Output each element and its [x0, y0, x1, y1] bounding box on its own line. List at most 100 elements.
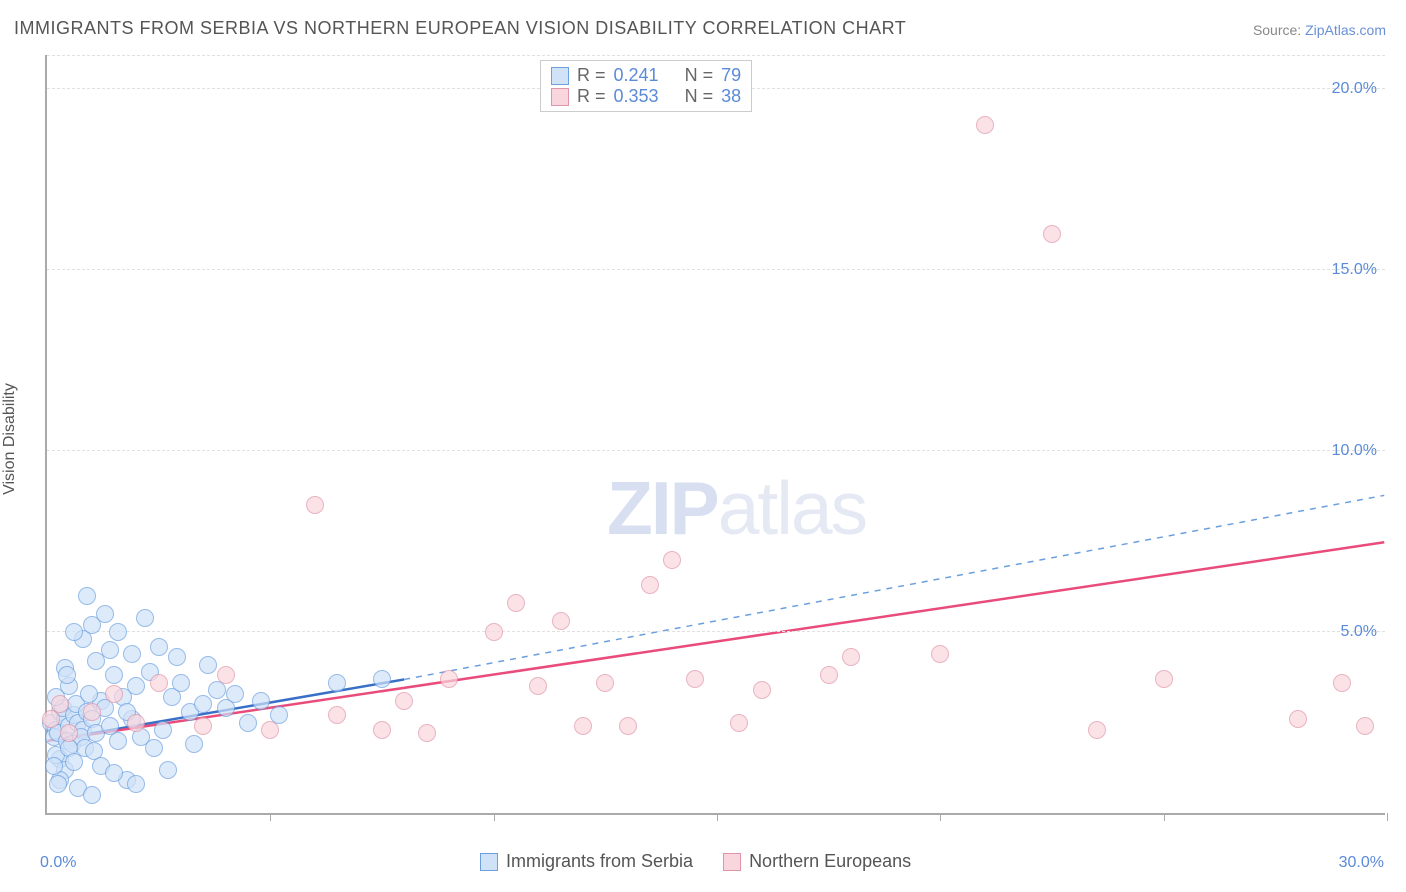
data-point-serbia: [168, 648, 186, 666]
data-point-northern: [328, 706, 346, 724]
data-point-serbia: [172, 674, 190, 692]
data-point-serbia: [109, 732, 127, 750]
data-point-serbia: [252, 692, 270, 710]
data-point-serbia: [185, 735, 203, 753]
y-tick-label: 20.0%: [1332, 80, 1377, 98]
data-point-northern: [931, 645, 949, 663]
data-point-northern: [150, 674, 168, 692]
series-label: Immigrants from Serbia: [506, 851, 693, 872]
gridline-h: [47, 55, 1385, 56]
data-point-northern: [596, 674, 614, 692]
data-point-northern: [105, 685, 123, 703]
y-tick-label: 10.0%: [1332, 442, 1377, 460]
legend-swatch: [551, 88, 569, 106]
gridline-h: [47, 269, 1385, 270]
data-point-serbia: [49, 775, 67, 793]
data-point-serbia: [328, 674, 346, 692]
source-link[interactable]: ZipAtlas.com: [1305, 22, 1386, 38]
source-label: Source:: [1253, 22, 1301, 38]
data-point-northern: [1356, 717, 1374, 735]
x-end-label: 30.0%: [1339, 854, 1384, 872]
trend-lines-svg: [47, 55, 1385, 813]
data-point-serbia: [145, 739, 163, 757]
data-point-serbia: [239, 714, 257, 732]
legend-swatch: [480, 853, 498, 871]
data-point-northern: [1289, 710, 1307, 728]
data-point-northern: [261, 721, 279, 739]
scatter-plot: ZIPatlas 5.0% 10.0% 15.0% 20.0%: [45, 55, 1385, 815]
chart-title: IMMIGRANTS FROM SERBIA VS NORTHERN EUROP…: [14, 18, 906, 39]
watermark-part1: ZIP: [607, 466, 718, 550]
data-point-northern: [60, 724, 78, 742]
data-point-northern: [574, 717, 592, 735]
data-point-northern: [217, 666, 235, 684]
data-point-northern: [619, 717, 637, 735]
data-point-northern: [820, 666, 838, 684]
legend-row: R = 0.353 N = 38: [551, 86, 741, 107]
data-point-serbia: [87, 652, 105, 670]
trend-line: [404, 495, 1384, 679]
trend-line: [48, 542, 1384, 741]
legend-swatch: [723, 853, 741, 871]
data-point-northern: [1155, 670, 1173, 688]
data-point-northern: [753, 681, 771, 699]
data-point-northern: [373, 721, 391, 739]
data-point-serbia: [78, 587, 96, 605]
x-tick: [1164, 813, 1165, 821]
n-label: N =: [685, 86, 714, 107]
data-point-northern: [663, 551, 681, 569]
series-legend: Immigrants from Serbia Northern Europeans: [480, 851, 911, 872]
watermark-part2: atlas: [718, 466, 866, 550]
series-legend-item: Immigrants from Serbia: [480, 851, 693, 872]
data-point-serbia: [105, 666, 123, 684]
correlation-legend: R = 0.241 N = 79 R = 0.353 N = 38: [540, 60, 752, 112]
data-point-northern: [485, 623, 503, 641]
r-value: 0.353: [614, 86, 659, 107]
data-point-serbia: [226, 685, 244, 703]
data-point-serbia: [45, 757, 63, 775]
data-point-northern: [83, 703, 101, 721]
data-point-serbia: [199, 656, 217, 674]
data-point-northern: [552, 612, 570, 630]
series-legend-item: Northern Europeans: [723, 851, 911, 872]
x-tick: [270, 813, 271, 821]
data-point-northern: [641, 576, 659, 594]
x-origin-label: 0.0%: [40, 854, 76, 872]
data-point-northern: [1043, 225, 1061, 243]
legend-row: R = 0.241 N = 79: [551, 65, 741, 86]
x-tick: [494, 813, 495, 821]
data-point-serbia: [136, 609, 154, 627]
data-point-serbia: [80, 685, 98, 703]
data-point-serbia: [123, 645, 141, 663]
n-label: N =: [685, 65, 714, 86]
gridline-h: [47, 631, 1385, 632]
data-point-serbia: [127, 775, 145, 793]
data-point-northern: [507, 594, 525, 612]
data-point-serbia: [127, 677, 145, 695]
data-point-northern: [306, 496, 324, 514]
data-point-northern: [440, 670, 458, 688]
legend-swatch: [551, 67, 569, 85]
data-point-serbia: [150, 638, 168, 656]
data-point-northern: [976, 116, 994, 134]
data-point-serbia: [65, 623, 83, 641]
data-point-northern: [418, 724, 436, 742]
watermark: ZIPatlas: [607, 465, 866, 551]
data-point-northern: [730, 714, 748, 732]
x-tick: [1387, 813, 1388, 821]
data-point-serbia: [194, 695, 212, 713]
y-tick-label: 5.0%: [1341, 623, 1377, 641]
data-point-northern: [194, 717, 212, 735]
data-point-northern: [127, 714, 145, 732]
y-tick-label: 15.0%: [1332, 261, 1377, 279]
data-point-northern: [1088, 721, 1106, 739]
x-tick: [717, 813, 718, 821]
gridline-h: [47, 450, 1385, 451]
data-point-northern: [51, 695, 69, 713]
data-point-serbia: [105, 764, 123, 782]
data-point-northern: [842, 648, 860, 666]
data-point-serbia: [159, 761, 177, 779]
data-point-serbia: [58, 666, 76, 684]
data-point-northern: [529, 677, 547, 695]
n-value: 38: [721, 86, 741, 107]
